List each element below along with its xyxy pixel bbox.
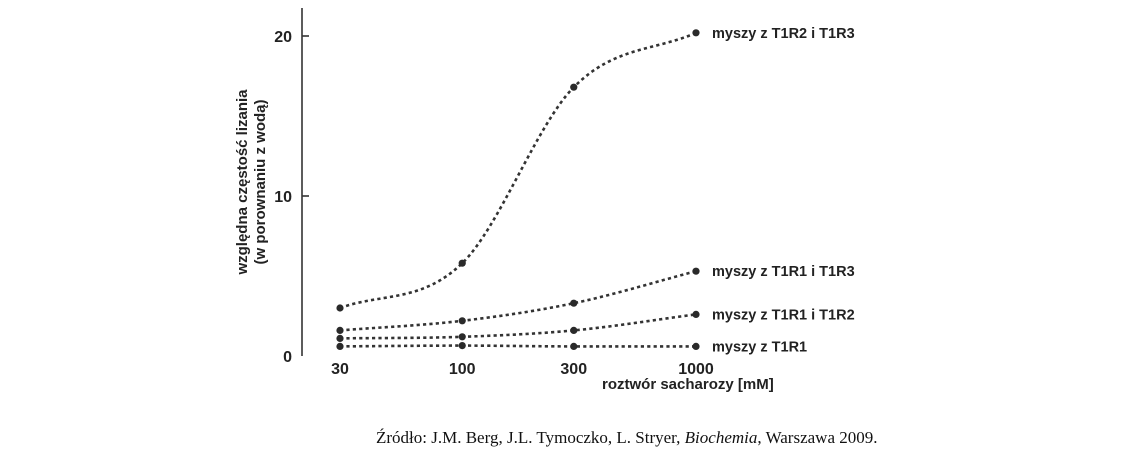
series-line <box>339 313 697 340</box>
data-point <box>458 342 466 350</box>
data-point <box>570 83 578 91</box>
data-point <box>692 342 700 350</box>
data-point <box>570 299 578 307</box>
ticks: 0 10 20 30 100 300 1000 <box>274 29 714 378</box>
data-point <box>336 342 344 350</box>
series-points <box>336 29 700 350</box>
y-tick-label: 10 <box>274 189 292 206</box>
data-point <box>458 317 466 325</box>
data-point <box>692 310 700 318</box>
source-prefix: Źródło: J.M. Berg, J.L. Tymoczko, L. Str… <box>376 428 685 447</box>
x-tick-label: 1000 <box>678 361 714 378</box>
data-point <box>570 342 578 350</box>
data-point <box>458 259 466 267</box>
y-tick-label: 0 <box>283 349 292 366</box>
y-tick-label: 20 <box>274 29 292 46</box>
source-suffix: , Warszawa 2009. <box>757 428 878 447</box>
x-axis-title: roztwór sacharozy [mM] <box>602 376 774 393</box>
x-tick-label: 30 <box>331 361 349 378</box>
y-axis-title: względna częstość lizania (w porownaniu … <box>234 89 269 276</box>
source-citation: Źródło: J.M. Berg, J.L. Tymoczko, L. Str… <box>376 428 878 448</box>
data-point <box>570 326 578 334</box>
series-labels: myszy z T1R2 i T1R3 myszy z T1R1 i T1R3 my… <box>712 26 855 356</box>
series-label: myszy z T1R2 i T1R3 <box>712 26 855 42</box>
data-point <box>692 267 700 275</box>
x-tick-label: 100 <box>449 361 476 378</box>
data-point <box>336 334 344 342</box>
data-point <box>336 326 344 334</box>
series-label: myszy z T1R1 i T1R3 <box>712 264 855 280</box>
data-point <box>692 29 700 37</box>
data-point <box>336 304 344 312</box>
series-lines <box>339 31 697 348</box>
source-title: Biochemia <box>684 428 758 447</box>
y-axis-title-line2: (w porownaniu z wodą) <box>252 100 269 265</box>
series-label: myszy z T1R1 <box>712 339 807 355</box>
series-line <box>339 269 697 332</box>
series-label: myszy z T1R1 i T1R2 <box>712 307 855 323</box>
x-tick-label: 300 <box>560 361 587 378</box>
series-line <box>339 344 696 348</box>
y-axis-title-line1: względna częstość lizania <box>234 89 251 276</box>
series-line <box>339 31 697 310</box>
data-point <box>458 333 466 341</box>
